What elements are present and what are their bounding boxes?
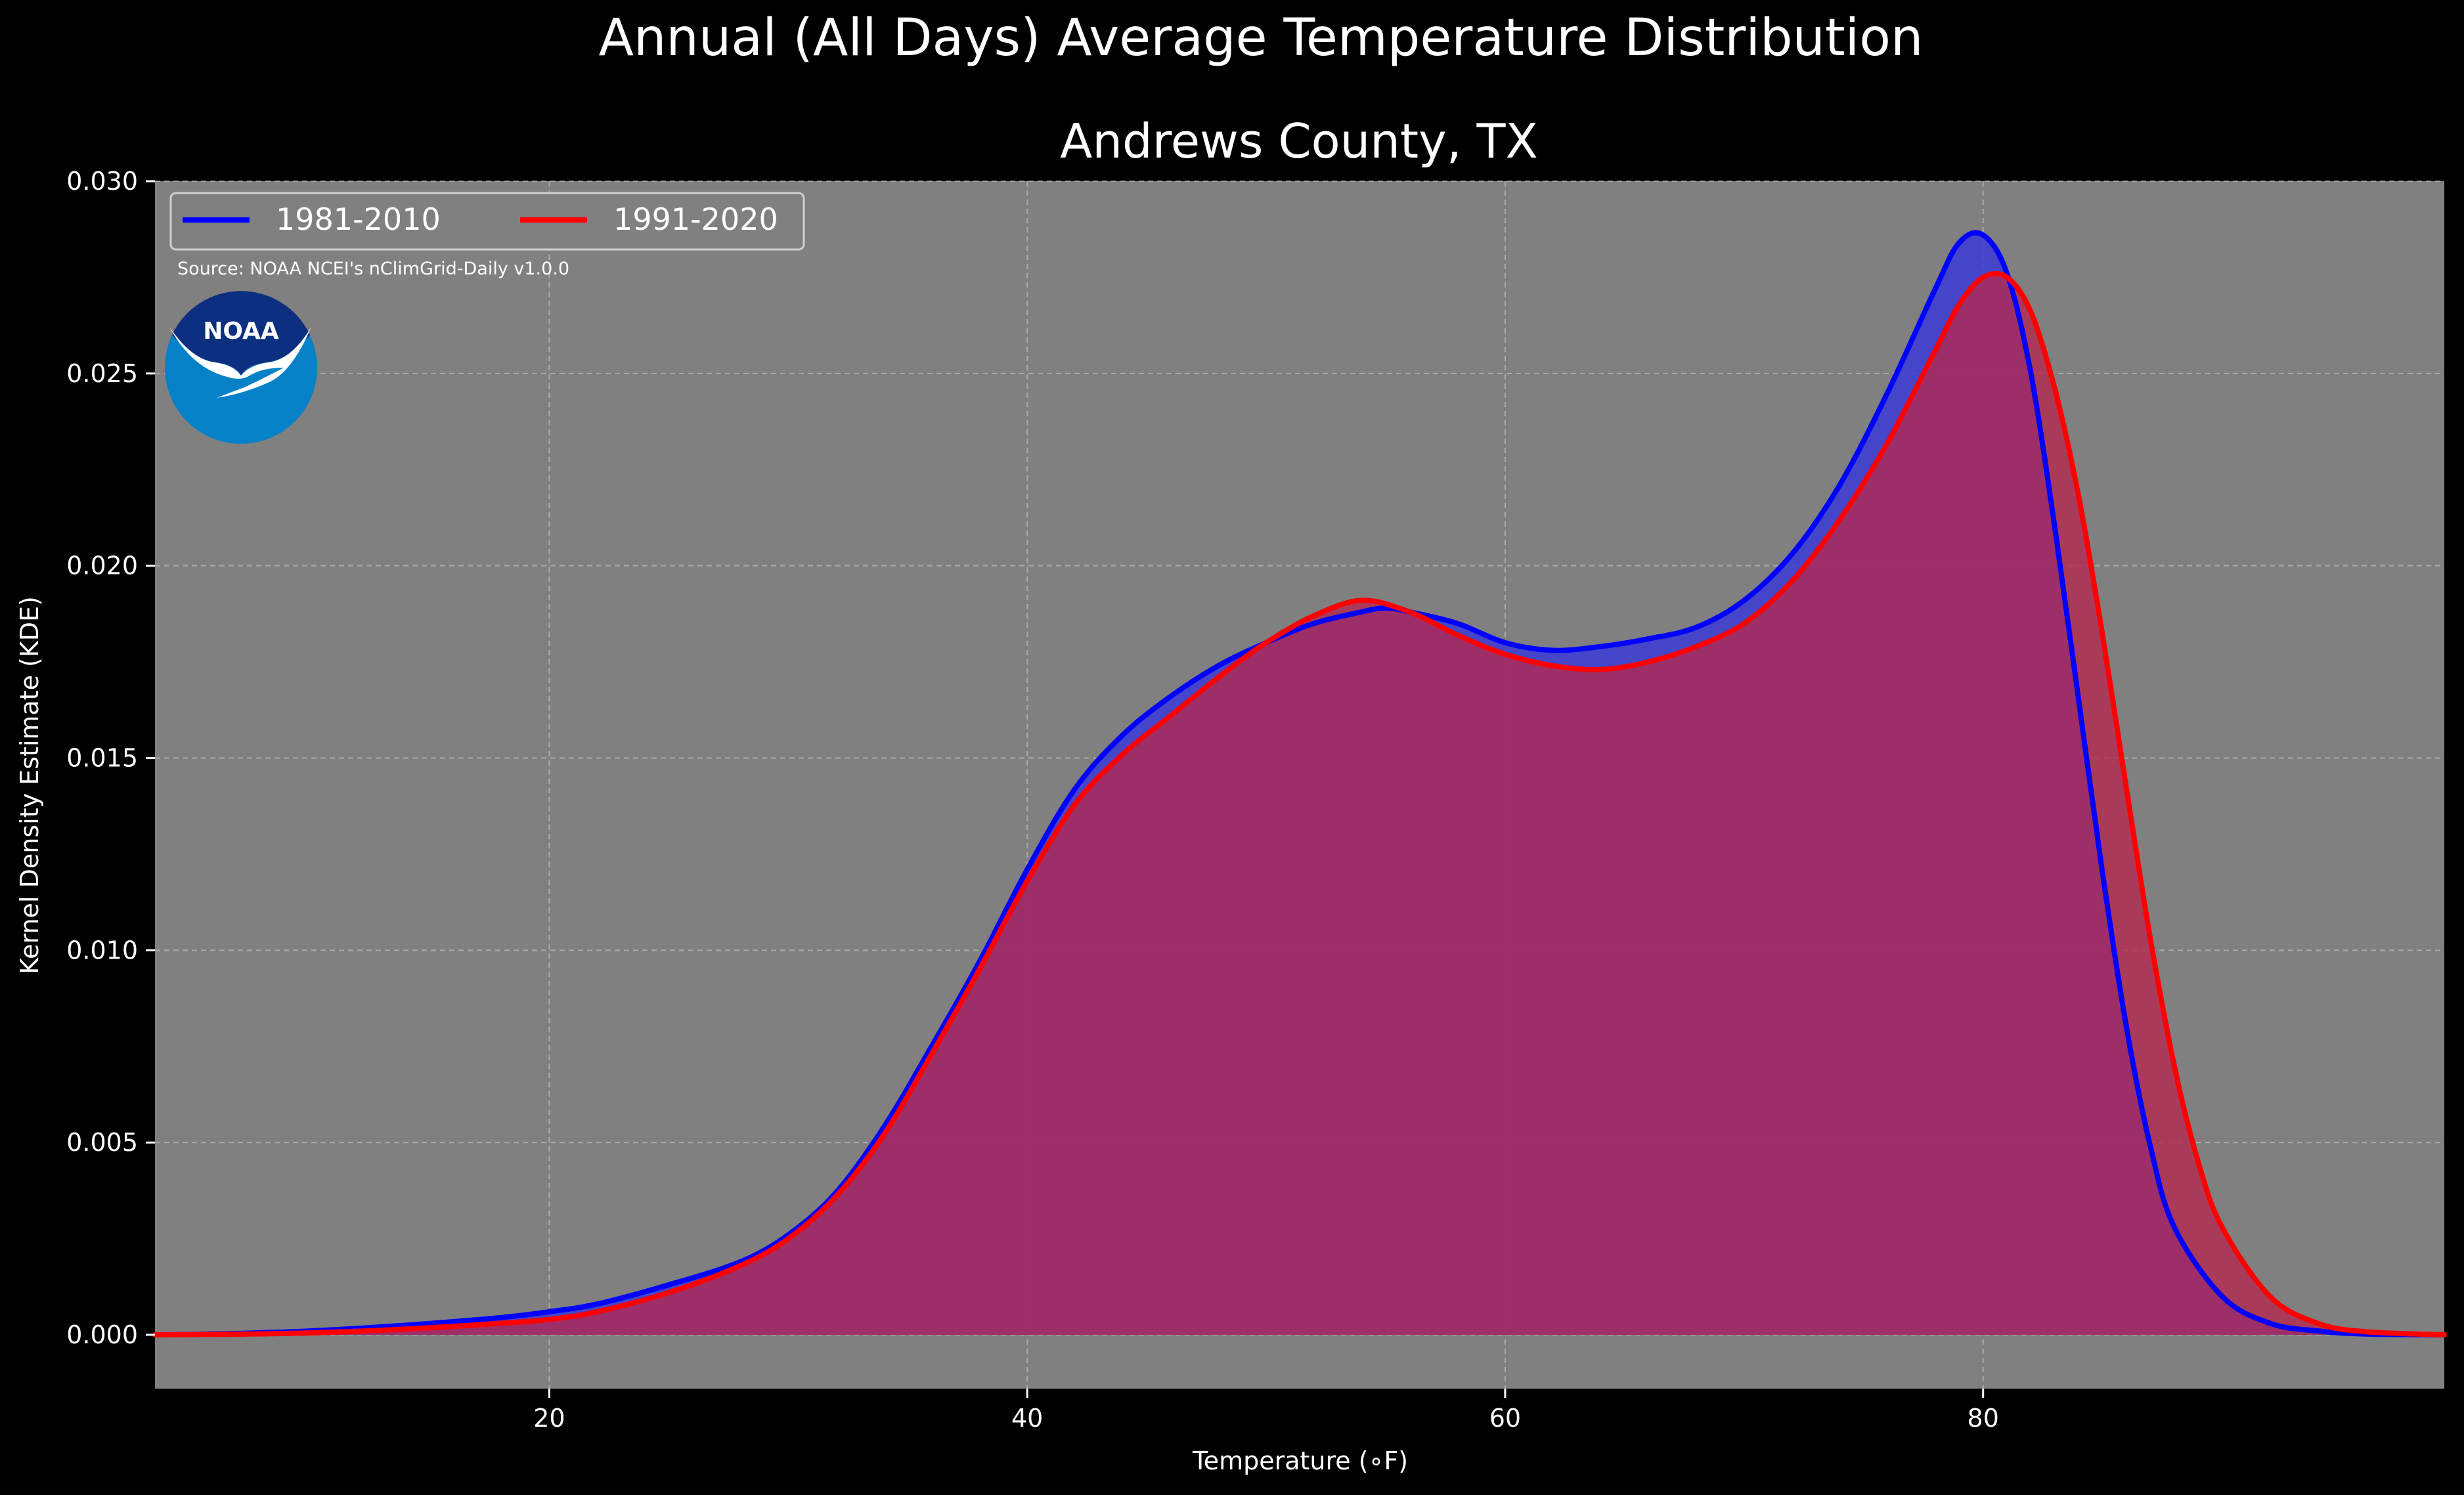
legend: 1981-2010 1991-2020	[169, 192, 805, 251]
noaa-logo-text: NOAA	[203, 318, 279, 345]
y-tick-label: 0.025	[66, 359, 138, 388]
y-tick-label: 0.000	[66, 1320, 138, 1349]
x-tick-label: 40	[1011, 1404, 1043, 1433]
noaa-logo-upper	[172, 291, 310, 376]
x-tick-label: 60	[1489, 1404, 1521, 1433]
series-lines	[152, 230, 2447, 1337]
legend-box	[169, 192, 805, 251]
chart-title: Andrews County, TX	[1060, 114, 1538, 169]
x-tick-label: 80	[1968, 1404, 1999, 1433]
source-note: Source: NOAA NCEI's nClimGrid-Daily v1.0…	[177, 259, 569, 279]
legend-label-1991-2020: 1991-2020	[613, 202, 778, 237]
series-fills	[155, 232, 2444, 1335]
y-tick-label: 0.010	[66, 936, 138, 964]
plot-area	[152, 181, 2447, 1389]
y-tick-label: 0.030	[66, 167, 138, 196]
noaa-logo: NOAA	[165, 291, 317, 444]
noaa-logo-gull-icon	[169, 327, 311, 398]
x-axis-ticks: 20 40 60 80	[533, 1389, 1999, 1433]
series-line-1981-2010	[152, 230, 2447, 1337]
x-axis-label: Temperature (∘F)	[1192, 1446, 1408, 1475]
figure-suptitle: Annual (All Days) Average Temperature Di…	[599, 9, 1924, 68]
y-axis-ticks: 0.000 0.005 0.010 0.015 0.020 0.025 0.030	[66, 167, 155, 1349]
y-tick-label: 0.015	[66, 744, 138, 773]
legend-label-1981-2010: 1981-2010	[276, 202, 441, 237]
series-line-1991-2020	[152, 271, 2447, 1337]
y-tick-label: 0.020	[66, 552, 138, 580]
series-fill-1991-2020	[155, 273, 2444, 1335]
y-axis-label: Kernel Density Estimate (KDE)	[15, 596, 44, 974]
y-tick-label: 0.005	[66, 1128, 138, 1157]
x-tick-label: 20	[533, 1404, 565, 1433]
